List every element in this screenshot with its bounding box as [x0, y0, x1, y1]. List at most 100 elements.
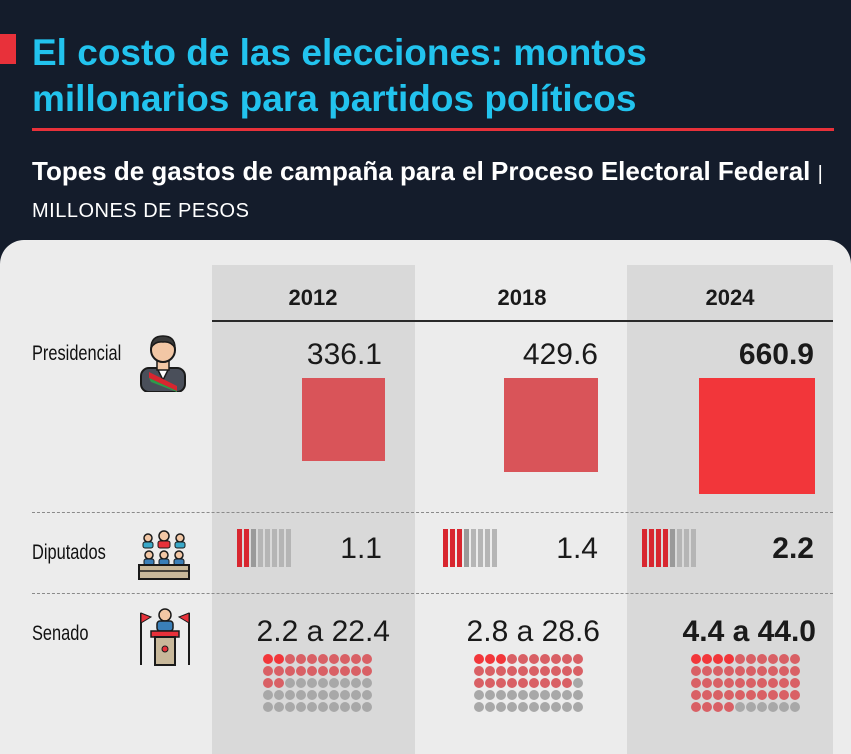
senado-dot	[329, 666, 339, 676]
senado-dot	[263, 678, 273, 688]
senado-dot	[296, 654, 306, 664]
senado-dot	[329, 690, 339, 700]
senado-dot	[562, 666, 572, 676]
senado-dot	[485, 702, 495, 712]
senado-dot	[573, 666, 583, 676]
chart-subtitle: Topes de gastos de campaña para el Proce…	[32, 154, 832, 228]
senado-dot	[518, 690, 528, 700]
senado-dot	[362, 666, 372, 676]
senado-dot	[713, 690, 723, 700]
senado-dot	[562, 654, 572, 664]
senado-dot	[340, 702, 350, 712]
senado-dots-2018	[474, 654, 584, 714]
senado-dot	[351, 678, 361, 688]
senado-dot	[790, 654, 800, 664]
senado-dot	[540, 654, 550, 664]
senado-dot	[296, 666, 306, 676]
senado-dot	[274, 690, 284, 700]
senado-dot	[307, 666, 317, 676]
senado-dot	[496, 666, 506, 676]
senado-dot	[529, 654, 539, 664]
header-rule	[212, 320, 833, 322]
presidencial-value-2018: 429.6	[522, 338, 598, 371]
senado-dot	[351, 690, 361, 700]
senado-dot	[274, 654, 284, 664]
senado-dot	[735, 678, 745, 688]
senado-dot	[562, 690, 572, 700]
year-header-2024: 2024	[705, 285, 755, 310]
senado-dot	[768, 702, 778, 712]
senado-dot	[691, 654, 701, 664]
senado-dot	[340, 690, 350, 700]
senado-dot	[318, 702, 328, 712]
senado-dot	[724, 654, 734, 664]
senado-dot	[573, 702, 583, 712]
senado-dot	[362, 690, 372, 700]
senado-dot	[474, 654, 484, 664]
senado-dot	[757, 654, 767, 664]
senado-dot	[518, 702, 528, 712]
presidencial-square-2018	[504, 378, 598, 472]
presidencial-value-2012: 336.1	[306, 338, 382, 371]
senado-dot	[507, 678, 517, 688]
senado-dot	[768, 678, 778, 688]
senado-dot	[507, 654, 517, 664]
senado-dot	[702, 702, 712, 712]
senado-dot	[496, 690, 506, 700]
senado-dot	[285, 702, 295, 712]
senado-dot	[318, 690, 328, 700]
senado-dot	[735, 702, 745, 712]
senado-dot	[351, 666, 361, 676]
senado-dot	[746, 702, 756, 712]
senado-dot	[318, 666, 328, 676]
row-divider	[32, 593, 833, 594]
senado-value-2024: 4.4 a 44.0	[682, 615, 816, 648]
senado-dot	[540, 666, 550, 676]
senado-dot	[518, 654, 528, 664]
senado-dot	[551, 654, 561, 664]
senado-dot	[529, 690, 539, 700]
senado-dot	[713, 702, 723, 712]
presidencial-value-2024: 660.9	[738, 338, 814, 371]
title-divider	[32, 128, 834, 131]
senado-dot	[474, 666, 484, 676]
senado-value-2018: 2.8 a 28.6	[466, 615, 600, 648]
diputados-bars-2024	[642, 529, 702, 567]
senado-dot	[713, 678, 723, 688]
unit-label: MILLONES DE PESOS	[32, 200, 250, 222]
senado-dot	[757, 666, 767, 676]
senado-dot	[724, 666, 734, 676]
senado-dot	[329, 702, 339, 712]
title-accent-bar	[0, 34, 16, 64]
senado-dot	[518, 666, 528, 676]
senado-dot	[713, 654, 723, 664]
senado-dot	[551, 678, 561, 688]
senado-dot	[768, 654, 778, 664]
senado-dot	[702, 690, 712, 700]
diputados-value-2012: 1.1	[340, 532, 382, 565]
senado-dot	[474, 678, 484, 688]
senado-dot	[285, 690, 295, 700]
senado-dot	[779, 690, 789, 700]
senado-dot	[274, 678, 284, 688]
senado-dot	[735, 690, 745, 700]
diputados-bars-2018	[443, 529, 503, 567]
senado-dot	[362, 654, 372, 664]
senado-dot	[318, 654, 328, 664]
senado-dot	[485, 690, 495, 700]
senado-dot	[285, 654, 295, 664]
senado-dot	[779, 654, 789, 664]
senado-dot	[263, 690, 273, 700]
senado-dot	[691, 678, 701, 688]
senado-dot	[540, 678, 550, 688]
senado-dot	[485, 654, 495, 664]
senado-dot	[713, 666, 723, 676]
senado-dot	[746, 654, 756, 664]
senado-dot	[274, 666, 284, 676]
senado-dot	[790, 702, 800, 712]
senado-dot	[790, 690, 800, 700]
senado-dots-2012	[263, 654, 373, 714]
senado-dot	[790, 678, 800, 688]
senado-dot	[529, 666, 539, 676]
diputados-bars-2012	[237, 529, 297, 567]
